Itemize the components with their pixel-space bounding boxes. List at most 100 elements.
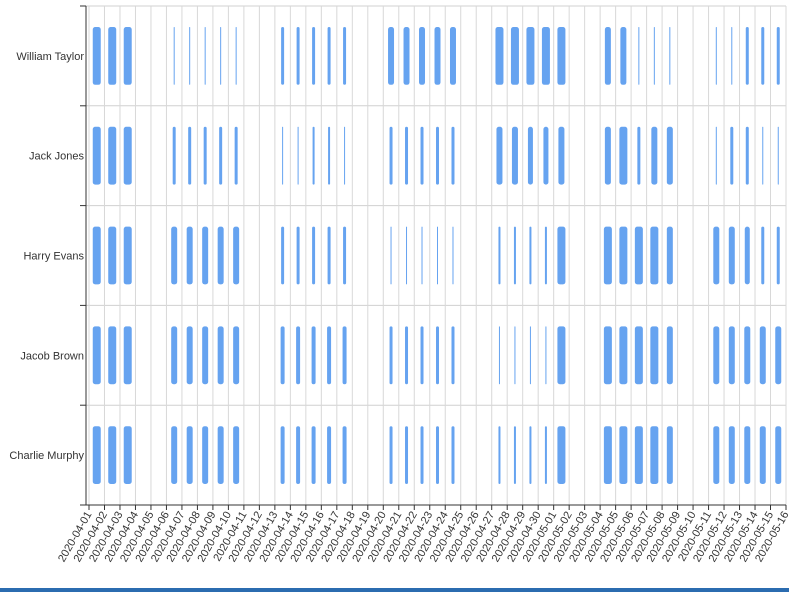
bar (327, 226, 331, 285)
bar (220, 27, 222, 85)
bar (388, 27, 395, 85)
bar (498, 426, 501, 484)
bar (92, 326, 101, 385)
bar (777, 126, 779, 185)
bar (557, 27, 566, 85)
bar (557, 226, 566, 285)
bar (327, 27, 331, 85)
bar (513, 426, 516, 484)
bar (296, 27, 300, 85)
bar (451, 326, 455, 385)
bar (188, 126, 192, 185)
bar (715, 126, 717, 185)
bar (389, 426, 393, 484)
bar (342, 326, 347, 385)
bar (171, 326, 178, 385)
bar (108, 226, 117, 285)
bar (761, 27, 765, 85)
bar (728, 226, 735, 285)
bar (513, 226, 516, 285)
bar (558, 126, 565, 185)
y-tick-label: Harry Evans (23, 251, 84, 263)
bar (108, 27, 117, 85)
bar (296, 226, 300, 285)
bar (202, 426, 209, 484)
bar (342, 426, 347, 484)
bar (420, 426, 424, 484)
bar (669, 27, 671, 85)
bar (311, 326, 316, 385)
bar (186, 326, 193, 385)
bar (296, 326, 301, 385)
bar (217, 426, 224, 484)
bar (189, 27, 191, 85)
bar (715, 27, 717, 85)
y-tick-label: Charlie Murphy (9, 450, 84, 462)
bar (762, 126, 764, 185)
bar (526, 27, 535, 85)
bar (327, 426, 332, 484)
bar (312, 226, 316, 285)
bar (496, 126, 503, 185)
bar (728, 326, 735, 385)
bar (343, 27, 347, 85)
bar (666, 426, 673, 484)
bar (759, 326, 766, 385)
bar (123, 226, 132, 285)
bar (452, 226, 454, 285)
y-tick-label: Jack Jones (29, 151, 85, 163)
bar (434, 27, 441, 85)
bar (420, 126, 424, 185)
bar (437, 226, 438, 285)
bar (604, 126, 611, 185)
bar (650, 426, 659, 484)
bar (730, 126, 734, 185)
bar (775, 326, 782, 385)
bar (281, 27, 285, 85)
bar (603, 326, 612, 385)
bar (634, 226, 643, 285)
bar (744, 326, 751, 385)
bar (638, 27, 640, 85)
bar (421, 226, 423, 285)
bar (619, 126, 628, 185)
bar (235, 27, 237, 85)
bar (419, 27, 426, 85)
bar (280, 326, 285, 385)
bar (619, 326, 628, 385)
bar (529, 226, 532, 285)
bar (541, 27, 550, 85)
bar (498, 226, 501, 285)
bar (173, 27, 175, 85)
bar (650, 326, 659, 385)
bar (498, 326, 500, 385)
bar (713, 426, 720, 484)
bar (436, 326, 439, 385)
bar (217, 326, 224, 385)
bar (108, 326, 117, 385)
bar (186, 426, 193, 484)
bar (713, 226, 720, 285)
bar (343, 226, 347, 285)
bar (311, 426, 316, 484)
bar (390, 226, 392, 285)
bar (405, 426, 409, 484)
bar (529, 326, 531, 385)
bar (666, 126, 673, 185)
bar (344, 126, 346, 185)
bar (186, 226, 193, 285)
bar (389, 326, 393, 385)
bar (406, 226, 408, 285)
bar (420, 326, 424, 385)
bar (666, 226, 673, 285)
bar (495, 27, 504, 85)
bar (543, 126, 549, 185)
bar (511, 126, 518, 185)
bar (123, 126, 132, 185)
bar (776, 226, 780, 285)
bar (123, 27, 132, 85)
bar (527, 126, 533, 185)
bar (312, 27, 316, 85)
bar (92, 27, 101, 85)
